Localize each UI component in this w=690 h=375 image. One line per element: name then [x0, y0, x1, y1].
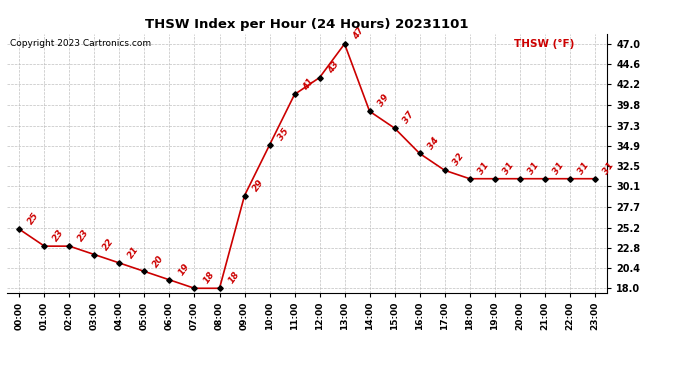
- Text: 22: 22: [101, 236, 116, 252]
- Text: 31: 31: [602, 160, 616, 176]
- Text: 39: 39: [377, 93, 391, 108]
- Text: 31: 31: [551, 160, 566, 176]
- Text: 37: 37: [402, 110, 416, 125]
- Text: 47: 47: [351, 26, 366, 41]
- Text: 23: 23: [77, 228, 91, 243]
- Text: 43: 43: [326, 59, 341, 75]
- Text: 31: 31: [502, 160, 516, 176]
- Text: 41: 41: [302, 76, 316, 92]
- Text: 35: 35: [277, 127, 291, 142]
- Text: 31: 31: [577, 160, 591, 176]
- Text: 31: 31: [477, 160, 491, 176]
- Text: Copyright 2023 Cartronics.com: Copyright 2023 Cartronics.com: [10, 39, 151, 48]
- Text: 21: 21: [126, 245, 141, 260]
- Text: 34: 34: [426, 135, 441, 151]
- Text: 18: 18: [226, 270, 241, 285]
- Text: THSW (°F): THSW (°F): [514, 39, 575, 49]
- Text: 32: 32: [451, 152, 466, 168]
- Text: 29: 29: [251, 177, 266, 193]
- Text: 19: 19: [177, 262, 191, 277]
- Text: 25: 25: [26, 211, 41, 226]
- Title: THSW Index per Hour (24 Hours) 20231101: THSW Index per Hour (24 Hours) 20231101: [146, 18, 469, 31]
- Text: 18: 18: [201, 270, 216, 285]
- Text: 31: 31: [526, 160, 541, 176]
- Text: 20: 20: [151, 253, 166, 268]
- Text: 23: 23: [51, 228, 66, 243]
